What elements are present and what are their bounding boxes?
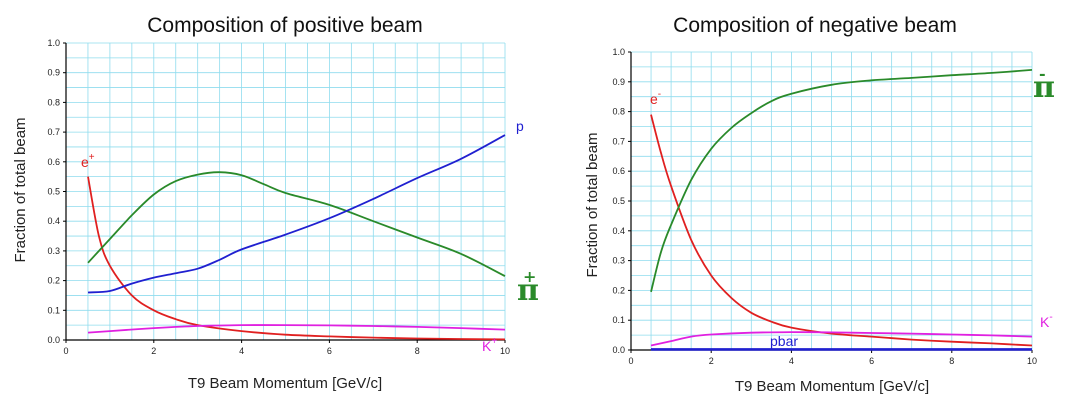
- y-axis-title: Fraction of total beam: [584, 132, 601, 277]
- y-tick-label: 0.5: [47, 187, 60, 197]
- series-label-pbar: pbar: [770, 333, 798, 349]
- y-tick-label: 0.1: [47, 305, 60, 315]
- x-tick-label: 2: [709, 356, 714, 366]
- series-line-e: [650, 114, 1033, 347]
- x-tick-label: 8: [415, 346, 420, 356]
- y-tick-label: 0.9: [47, 68, 60, 78]
- y-tick-label: 0.5: [612, 196, 625, 206]
- series-label-pion: π+: [517, 267, 539, 308]
- y-tick-label: 0.2: [47, 276, 60, 286]
- y-tick-label: 0.8: [612, 107, 625, 117]
- x-axis-title: T9 Beam Momentum [GeV/c]: [188, 375, 382, 392]
- y-tick-label: 1.0: [47, 38, 60, 48]
- y-tick-label: 0.1: [612, 315, 625, 325]
- series-label-p: p: [516, 118, 524, 134]
- y-tick-label: 0.7: [47, 127, 60, 137]
- positive-beam-chart: Composition of positive beam T9 Beam Mom…: [12, 14, 539, 392]
- series-label-pion: π-: [1033, 64, 1055, 105]
- negative-beam-chart: Composition of negative beam T9 Beam Mom…: [584, 14, 1055, 395]
- grid: [65, 42, 506, 341]
- y-tick-label: 0.2: [612, 285, 625, 295]
- y-axis-title: Fraction of total beam: [12, 117, 29, 262]
- x-axis-title: T9 Beam Momentum [GeV/c]: [735, 378, 929, 395]
- series-label-k: K+: [482, 336, 497, 354]
- x-tick-label: 4: [789, 356, 794, 366]
- y-tick-label: 0.3: [47, 246, 60, 256]
- series-line-p: [87, 134, 506, 294]
- x-tick-label: 0: [63, 346, 68, 356]
- x-tick-label: 6: [869, 356, 874, 366]
- y-tick-label: 0.0: [47, 335, 60, 345]
- y-tick-label: 0.0: [612, 345, 625, 355]
- x-tick-label: 10: [500, 346, 510, 356]
- x-tick-label: 2: [151, 346, 156, 356]
- series-line-k: [87, 324, 506, 334]
- y-tick-label: 0.3: [612, 256, 625, 266]
- x-tick-label: 10: [1027, 356, 1037, 366]
- y-tick-label: 0.4: [612, 226, 625, 236]
- x-tick-label: 4: [239, 346, 244, 356]
- x-tick-label: 6: [327, 346, 332, 356]
- y-tick-label: 0.6: [47, 157, 60, 167]
- x-tick-label: 0: [628, 356, 633, 366]
- y-tick-label: 0.6: [612, 166, 625, 176]
- y-tick-label: 0.4: [47, 216, 60, 226]
- y-tick-label: 0.8: [47, 97, 60, 107]
- chart-title: Composition of positive beam: [147, 14, 422, 37]
- series-line-k: [650, 331, 1033, 347]
- grid: [630, 51, 1033, 351]
- y-tick-label: 0.7: [612, 136, 625, 146]
- series-label-e: e-: [650, 89, 661, 107]
- y-tick-label: 0.9: [612, 77, 625, 87]
- series-label-e: e+: [81, 152, 95, 170]
- series-line-pion: [87, 171, 506, 277]
- series-label-k: K-: [1040, 312, 1053, 330]
- series-line-pion: [650, 69, 1033, 293]
- series-line-e: [87, 176, 506, 341]
- x-tick-label: 8: [949, 356, 954, 366]
- chart-title: Composition of negative beam: [673, 14, 957, 37]
- y-tick-label: 1.0: [612, 47, 625, 57]
